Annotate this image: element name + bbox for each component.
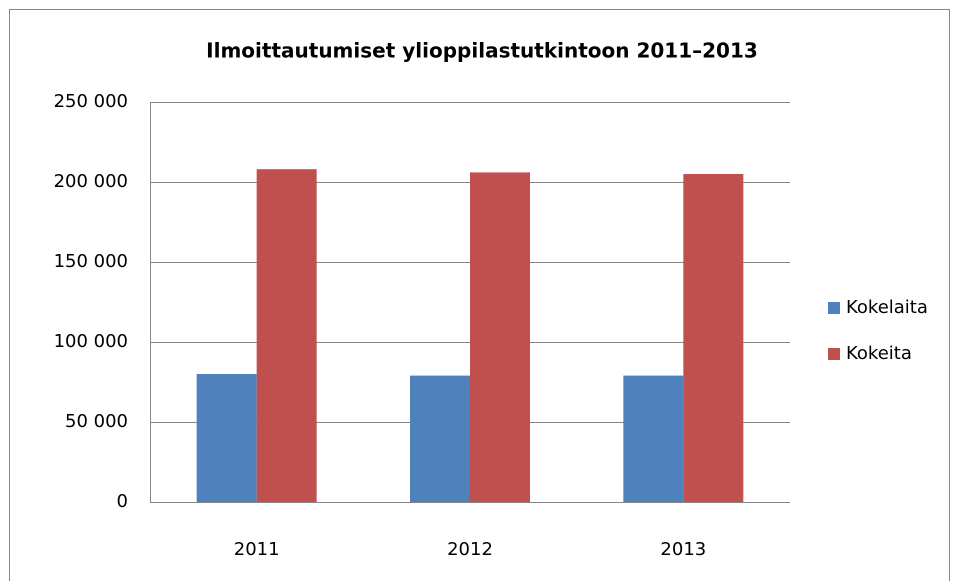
bar xyxy=(256,169,317,502)
y-tick-label: 100 000 xyxy=(54,331,128,352)
x-tick-label: 2013 xyxy=(660,539,706,560)
y-tick-label: 50 000 xyxy=(65,411,128,432)
legend-label: Kokelaita xyxy=(846,297,928,318)
bar xyxy=(470,172,530,502)
chart-title: Ilmoittautumiset ylioppilastutkintoon 20… xyxy=(206,39,758,63)
y-tick-label: 0 xyxy=(117,491,128,512)
y-tick-label: 250 000 xyxy=(54,91,128,112)
legend-swatch xyxy=(828,348,840,360)
y-tick-label: 150 000 xyxy=(54,251,128,272)
x-tick-label: 2012 xyxy=(447,539,493,560)
bar xyxy=(410,375,470,502)
y-tick-label: 200 000 xyxy=(54,171,128,192)
legend-label: Kokeita xyxy=(846,343,912,364)
bar xyxy=(196,374,257,502)
legend-swatch xyxy=(828,302,840,314)
bar xyxy=(683,174,744,502)
bar xyxy=(623,375,684,502)
x-tick-label: 2011 xyxy=(234,539,280,560)
